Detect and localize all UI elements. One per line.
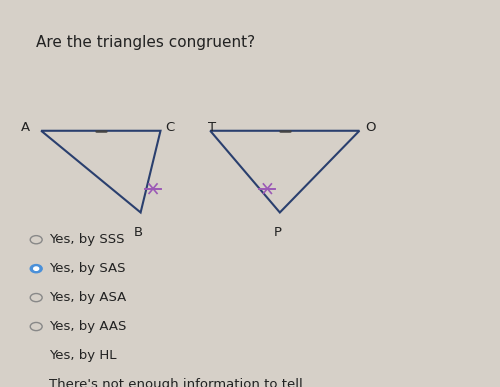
Text: B: B — [134, 226, 142, 239]
Circle shape — [30, 265, 42, 273]
Text: There's not enough information to tell: There's not enough information to tell — [48, 378, 302, 387]
Text: A: A — [21, 121, 30, 134]
Text: C: C — [166, 121, 174, 134]
Text: O: O — [366, 121, 376, 134]
Text: P: P — [274, 226, 281, 239]
Text: Are the triangles congruent?: Are the triangles congruent? — [36, 36, 256, 50]
Text: Yes, by SAS: Yes, by SAS — [48, 262, 125, 275]
Text: Yes, by AAS: Yes, by AAS — [48, 320, 126, 333]
Text: Yes, by ASA: Yes, by ASA — [48, 291, 126, 304]
Text: T: T — [208, 121, 216, 134]
Text: Yes, by SSS: Yes, by SSS — [48, 233, 124, 246]
Text: Yes, by HL: Yes, by HL — [48, 349, 116, 362]
Circle shape — [34, 267, 38, 271]
